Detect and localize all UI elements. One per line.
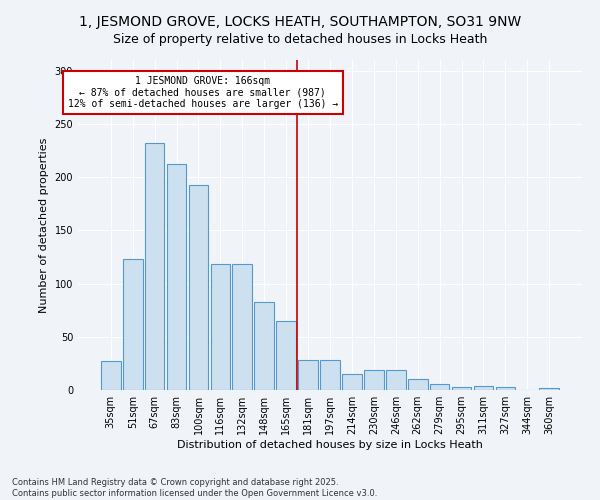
Bar <box>123 259 143 390</box>
Bar <box>254 302 274 390</box>
Bar <box>364 370 384 390</box>
Text: 1, JESMOND GROVE, LOCKS HEATH, SOUTHAMPTON, SO31 9NW: 1, JESMOND GROVE, LOCKS HEATH, SOUTHAMPT… <box>79 15 521 29</box>
Bar <box>101 362 121 390</box>
X-axis label: Distribution of detached houses by size in Locks Heath: Distribution of detached houses by size … <box>177 440 483 450</box>
Text: Contains HM Land Registry data © Crown copyright and database right 2025.
Contai: Contains HM Land Registry data © Crown c… <box>12 478 377 498</box>
Bar <box>188 184 208 390</box>
Bar <box>496 387 515 390</box>
Bar <box>430 384 449 390</box>
Text: Size of property relative to detached houses in Locks Heath: Size of property relative to detached ho… <box>113 32 487 46</box>
Bar <box>342 374 362 390</box>
Bar <box>276 321 296 390</box>
Bar <box>145 143 164 390</box>
Y-axis label: Number of detached properties: Number of detached properties <box>39 138 49 312</box>
Bar <box>167 164 187 390</box>
Bar <box>452 387 472 390</box>
Bar <box>408 380 428 390</box>
Text: 1 JESMOND GROVE: 166sqm
← 87% of detached houses are smaller (987)
12% of semi-d: 1 JESMOND GROVE: 166sqm ← 87% of detache… <box>68 76 338 109</box>
Bar <box>211 264 230 390</box>
Bar <box>232 264 252 390</box>
Bar <box>386 370 406 390</box>
Bar <box>320 360 340 390</box>
Bar <box>539 388 559 390</box>
Bar <box>298 360 318 390</box>
Bar <box>473 386 493 390</box>
